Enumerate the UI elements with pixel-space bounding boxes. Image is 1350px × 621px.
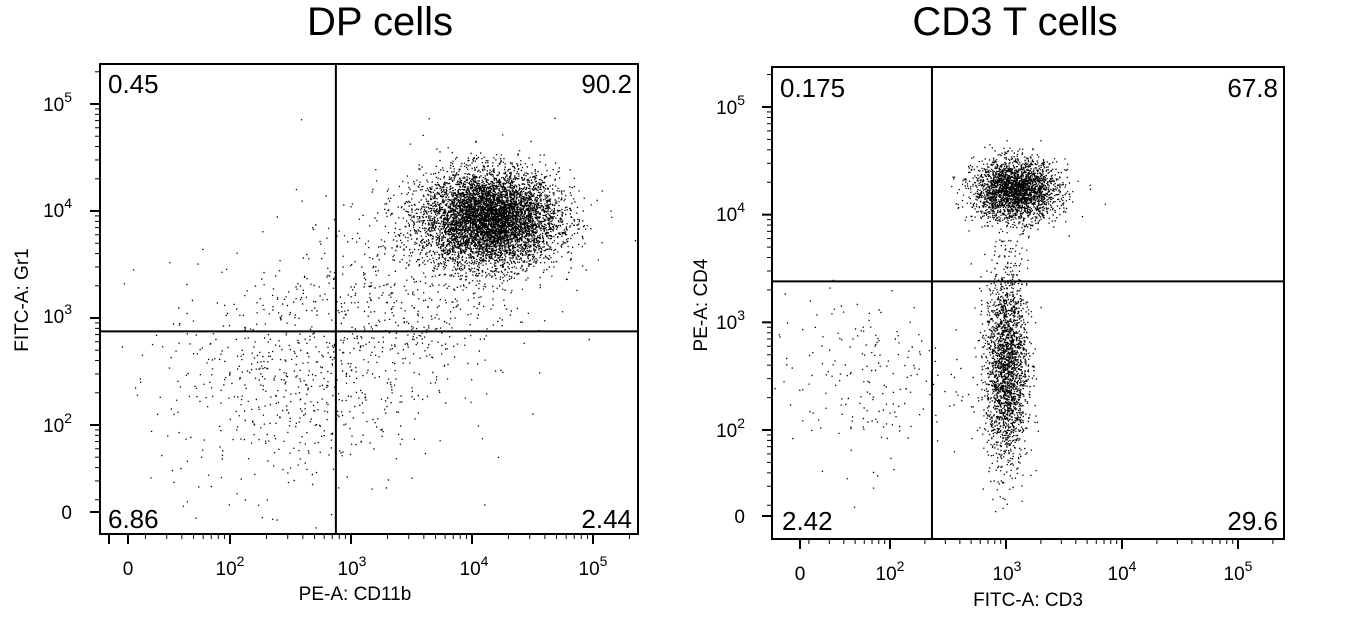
y-axis-label: PE-A: CD4 xyxy=(691,258,712,351)
quadrant-lower-right: 29.6 xyxy=(1227,506,1278,536)
chart-title-right: CD3 T cells xyxy=(912,0,1118,44)
chart-title-left: DP cells xyxy=(307,0,453,44)
quadrant-upper-left: 0.45 xyxy=(108,69,159,99)
x-axis-label: FITC-A: CD3 xyxy=(973,590,1083,611)
x-tick-label: 105 xyxy=(579,553,608,580)
plot-frame xyxy=(771,66,1285,540)
quadrant-lower-left: 2.42 xyxy=(782,506,833,536)
x-axis-label: PE-A: CD11b xyxy=(299,584,412,605)
x-tick-label: 104 xyxy=(460,553,489,580)
quadrant-upper-right: 90.2 xyxy=(581,69,632,99)
x-tick-label: 102 xyxy=(216,553,245,580)
quadrant-lower-left: 6.86 xyxy=(108,504,159,534)
x-tick-label: 102 xyxy=(876,558,905,585)
plot-frame xyxy=(99,63,639,535)
y-tick-label: 0 xyxy=(734,507,745,528)
y-tick-label: 104 xyxy=(43,195,72,222)
quadrant-upper-right: 67.8 xyxy=(1227,73,1278,103)
chart-panel-cd3-t-cells: 0 102 103 104 105 0 102 103 104 105 0.175 67.8 2.… xyxy=(691,66,1285,611)
y-tick-label: 0 xyxy=(61,503,72,524)
event-dots xyxy=(774,140,1106,513)
y-axis-label: FITC-A: Gr1 xyxy=(12,248,33,351)
y-tick-label: 105 xyxy=(716,92,745,119)
y-tick-label: 102 xyxy=(716,415,745,442)
gate-layer xyxy=(100,64,638,534)
y-tick-label: 103 xyxy=(43,301,72,328)
chart-panel-dp-cells: 0 102 103 104 105 0 102 103 104 105 0.45 90.2 6.8… xyxy=(12,63,639,605)
dot-layer xyxy=(121,117,637,529)
y-tick-label: 105 xyxy=(43,89,72,116)
x-tick-label: 103 xyxy=(993,558,1022,585)
quadrant-upper-left: 0.175 xyxy=(780,73,845,103)
x-tick-label: 0 xyxy=(123,559,134,580)
y-tick-label: 102 xyxy=(43,410,72,437)
x-tick-label: 105 xyxy=(1224,558,1253,585)
x-tick-label: 0 xyxy=(795,564,806,585)
y-tick-label: 103 xyxy=(716,307,745,334)
dot-layer xyxy=(774,140,1106,513)
y-tick-label: 104 xyxy=(716,199,745,226)
x-tick-label: 103 xyxy=(338,553,367,580)
event-dots xyxy=(121,117,637,529)
x-tick-label: 104 xyxy=(1108,558,1137,585)
gate-layer xyxy=(772,67,1284,539)
quadrant-lower-right: 2.44 xyxy=(581,504,632,534)
